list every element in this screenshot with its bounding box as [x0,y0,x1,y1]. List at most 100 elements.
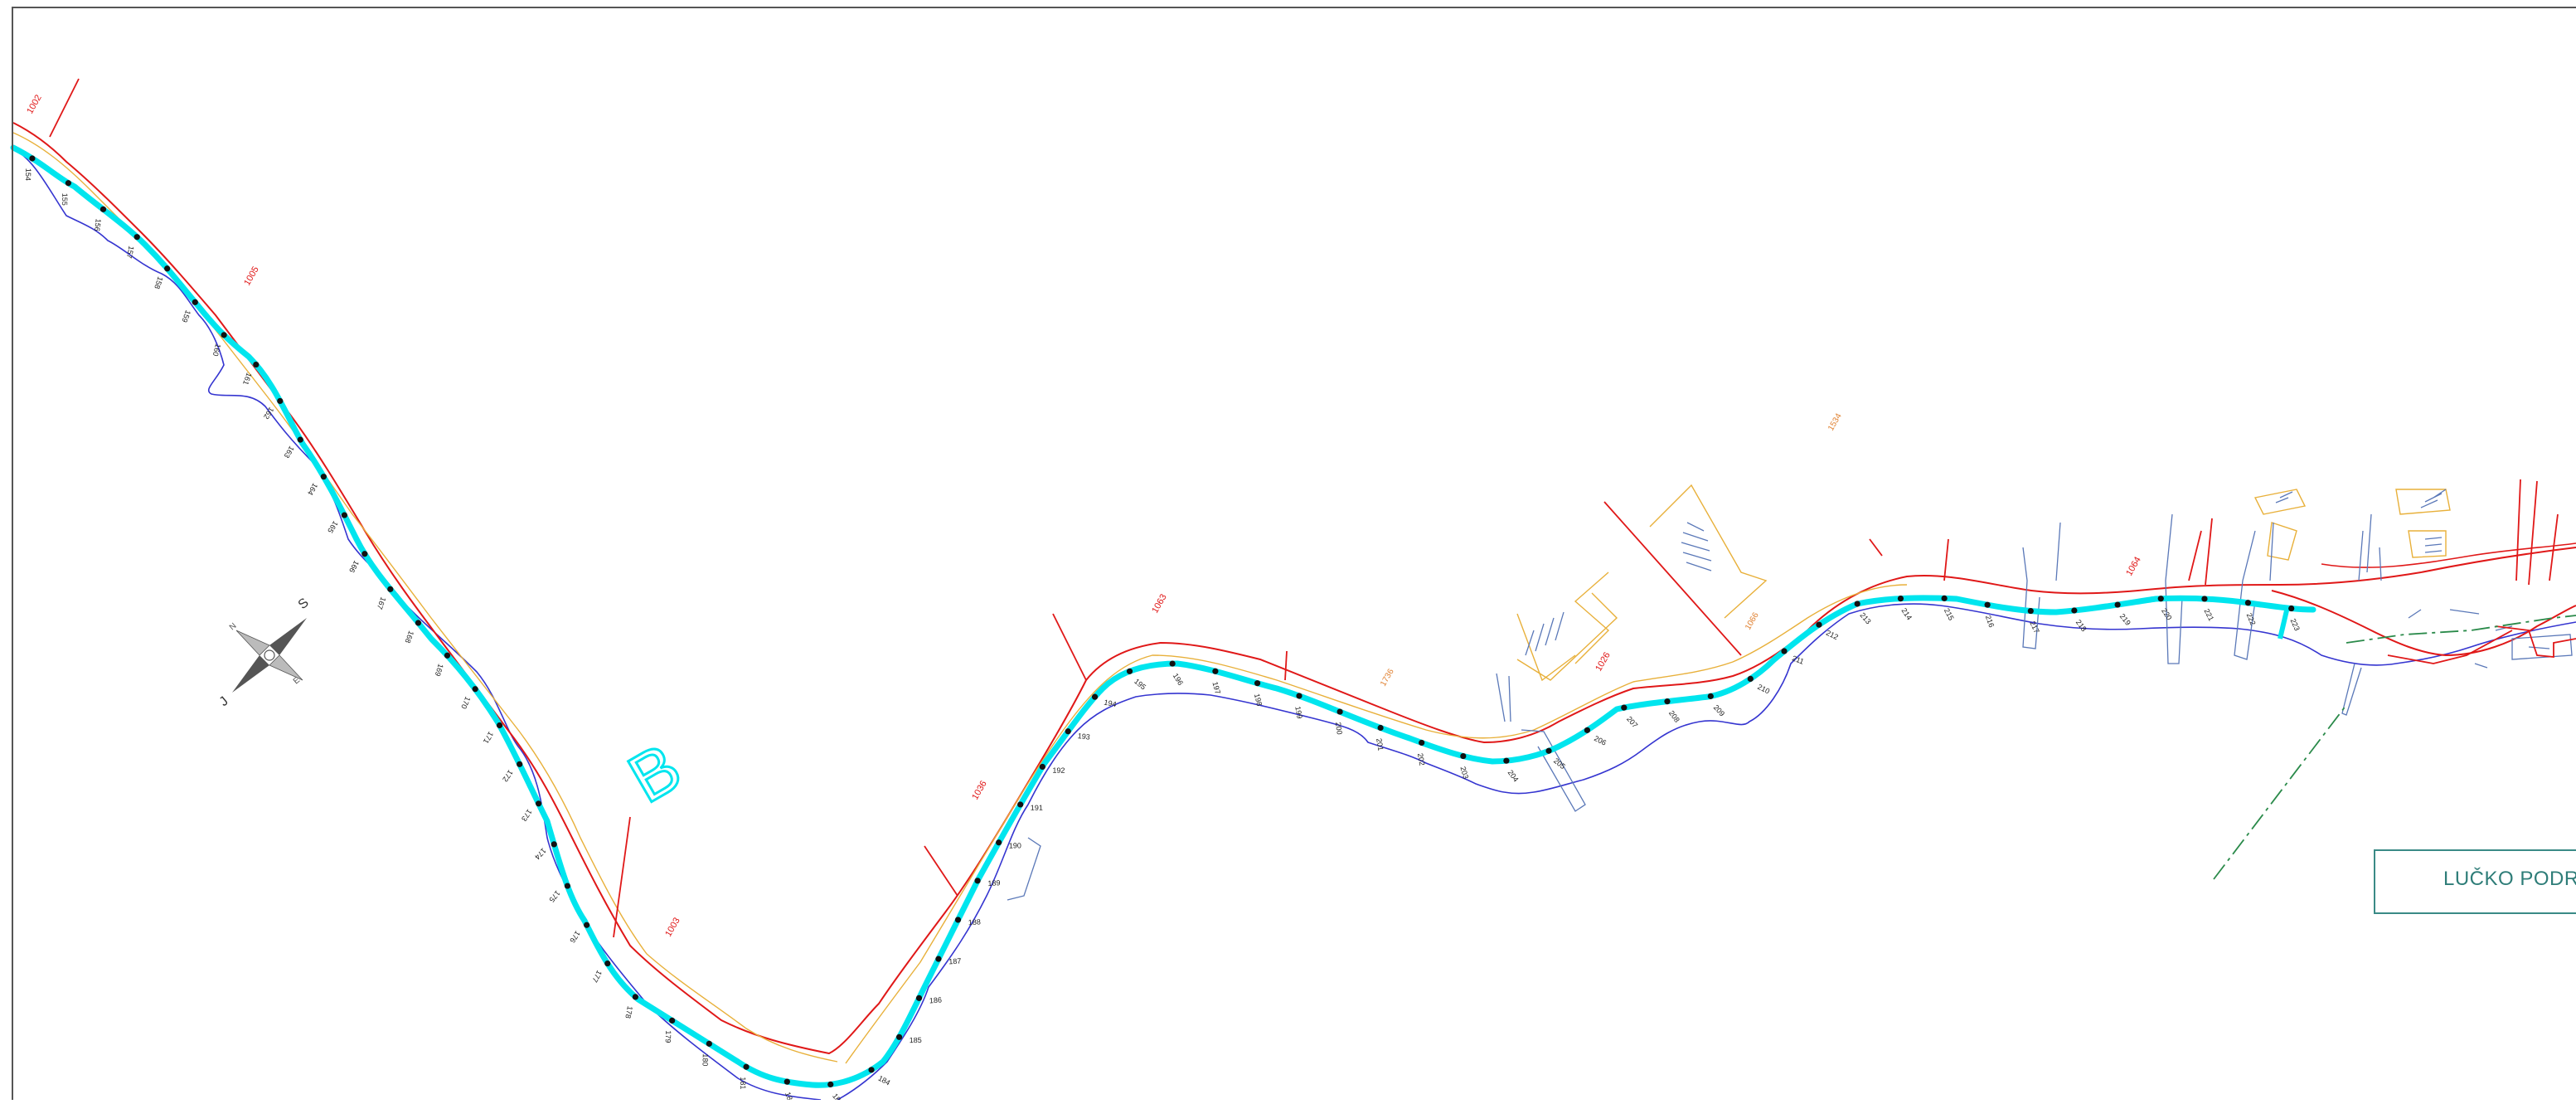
route-point [65,180,71,187]
route-point [1854,601,1860,607]
route-point-label: 164 [306,482,319,497]
route-points [29,155,2295,1087]
route-point [1091,693,1099,700]
route-point-label: 208 [1667,709,1681,724]
route-point [361,551,368,557]
parcel-cuts [49,78,2576,938]
parcel-label: 1026 [1594,650,1613,673]
route-point [1039,763,1045,771]
route-point-label: 216 [1984,614,1996,629]
route-point [2244,600,2252,606]
route-point [297,436,303,443]
route-point [444,652,451,659]
route-point-label: 176 [568,929,582,944]
route-point-label: 199 [1293,706,1303,720]
route-point-label: 206 [1593,734,1608,747]
route-point [1254,680,1261,687]
route-point [1169,660,1176,667]
route-point [1212,668,1219,674]
route-point [551,841,557,848]
route-point [277,397,284,405]
route-point [1337,708,1343,715]
route-point [632,994,638,1000]
route-point [99,206,107,212]
route-point [517,761,523,767]
route-point [1781,648,1788,654]
sector-label: B [617,729,694,817]
route-point-label: 193 [1077,732,1090,742]
compass-letter-s: S [296,596,312,612]
route-point [706,1040,712,1047]
route-point-label: 190 [1009,841,1021,849]
parcel-label: 1066 [1744,610,1761,631]
route-point [2071,607,2078,614]
route-point [868,1067,875,1073]
route-point-label: 187 [948,956,962,965]
route-point [1377,724,1384,732]
parcel-label: 1002 [25,93,44,115]
route-point-label: 196 [1172,672,1185,687]
route-point [584,922,590,928]
route-point-label: 189 [987,878,1001,888]
route-line[interactable] [10,144,2316,1088]
route-point [895,1033,903,1040]
route-point [1747,675,1754,683]
route-point [915,995,923,1001]
parcel-boundary [12,122,2576,1055]
route-point-label: 154 [24,168,33,181]
route-point-label: 202 [1416,752,1426,766]
route-point-label: 201 [1375,737,1385,751]
route-point [535,800,542,807]
route-point-label: 209 [1712,703,1726,718]
route-point-label: 191 [1031,804,1043,812]
route-point-label: 166 [347,559,361,574]
route-point-label: 210 [1756,683,1771,696]
route-point [974,878,981,884]
route-point-label: 157 [125,246,136,260]
parcel-label: 1534 [1826,411,1844,432]
route-point [2114,601,2121,608]
compass-needle [269,654,303,681]
route-point [1545,747,1552,754]
route-point-label: 174 [533,846,548,861]
compass-needle [269,618,307,655]
route-point-label: 171 [482,730,495,745]
route-point-label: 215 [1943,607,1956,622]
compass-needle [235,630,270,656]
zone-title: LUČKO PODR [2443,868,2576,890]
route-point [341,512,348,518]
route-point [783,1078,790,1085]
route-point-label: 165 [326,519,340,534]
route-point-label: 175 [547,889,561,904]
parcel-boundary [2321,542,2576,568]
route-point-label: 188 [968,917,982,926]
route-point [1941,595,1948,601]
route-point [954,917,962,923]
route-point-label: 214 [1899,606,1914,621]
route-point-label: 200 [1334,722,1344,735]
route-point [1296,693,1303,699]
route-point [1984,601,1991,608]
route-point-label: 178 [623,1005,634,1019]
route-point-label: 204 [1506,768,1521,783]
structures [1007,489,2573,901]
parcel-label: 1063 [1150,592,1169,615]
route-point-label: 218 [2074,618,2088,633]
shoreline [837,603,2576,1101]
route-labels: 154 155 156 157 158 159 160 161 162 163 164 165 166 1… [24,168,2302,1104]
route-point-label: 169 [434,663,445,677]
route-point-label: 156 [93,218,103,231]
route-spur [2278,610,2289,640]
route-point-label: 183 [831,1092,845,1100]
route-point [221,332,227,338]
route-point-label: 223 [2289,617,2302,632]
route-point [996,839,1002,846]
shoreline [12,148,822,1101]
route-point [1584,727,1591,733]
route-point-label: 194 [1104,698,1118,709]
route-point [1065,728,1071,735]
route-point-label: 177 [590,969,604,984]
route-point-label: 207 [1625,715,1639,730]
